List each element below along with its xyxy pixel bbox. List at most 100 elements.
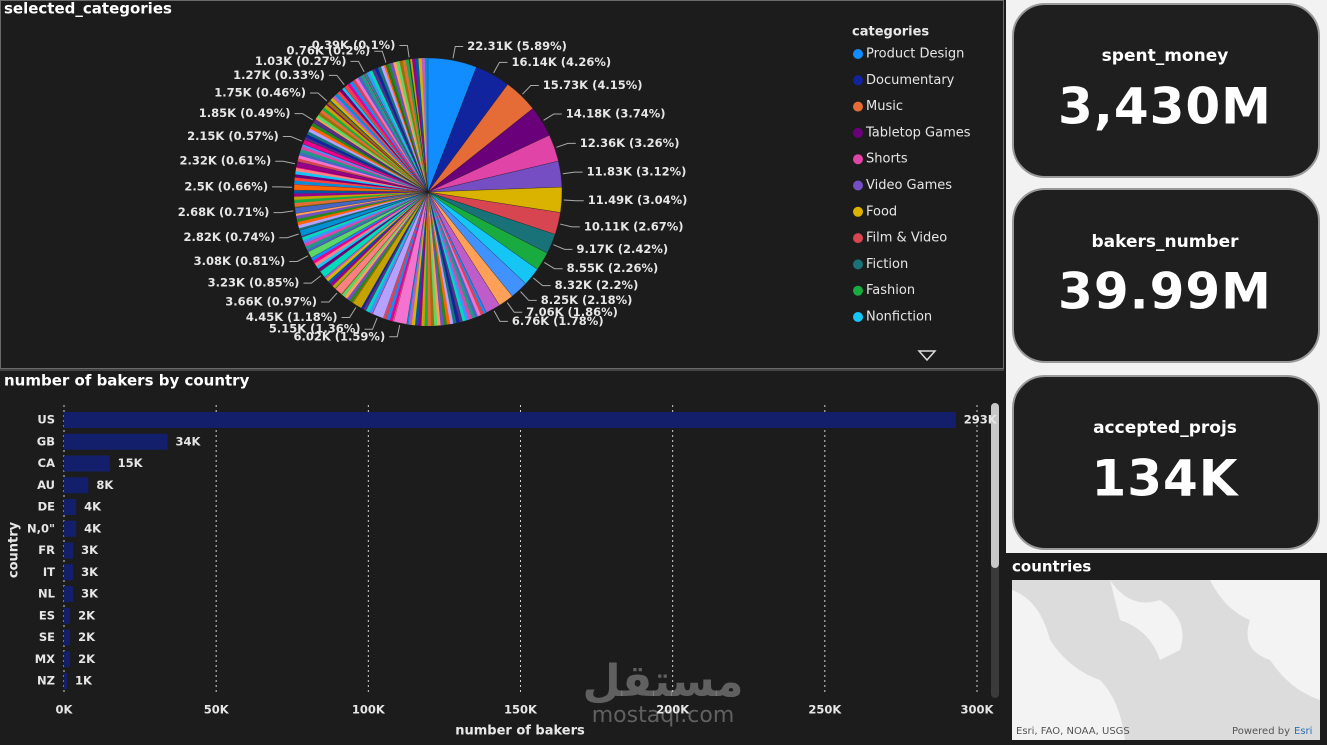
bar[interactable] — [64, 433, 168, 450]
pie-slice[interactable] — [294, 191, 429, 214]
pie-slice[interactable] — [335, 191, 429, 295]
y-tick-label: N,0" — [27, 521, 55, 535]
data-label: 1.75K (0.46%) — [214, 85, 306, 99]
pie-filler — [332, 192, 428, 289]
pie-filler — [371, 68, 428, 192]
data-label: 2.82K (0.74%) — [184, 230, 276, 244]
data-label: 10.11K (2.67%) — [584, 219, 684, 233]
data-label: 8.55K (2.26%) — [567, 261, 659, 275]
pie-slice[interactable] — [372, 191, 429, 319]
bar[interactable] — [64, 607, 71, 624]
map-esri-link[interactable]: Esri — [1294, 726, 1312, 737]
bar[interactable] — [64, 477, 89, 494]
leader-line — [282, 136, 303, 142]
bar[interactable] — [64, 586, 74, 602]
pie-filler — [377, 66, 428, 192]
pie-slice[interactable] — [344, 85, 429, 193]
scrollbar-thumb[interactable] — [991, 403, 999, 568]
bar[interactable] — [64, 673, 68, 689]
legend-label[interactable]: Documentary — [866, 73, 955, 88]
data-label: 16.14K (4.26%) — [511, 55, 611, 69]
pie-slice[interactable] — [320, 191, 429, 278]
legend-label[interactable]: Tabletop Games — [865, 125, 971, 140]
bar[interactable] — [64, 412, 956, 428]
pie-filler — [411, 58, 428, 192]
legend-label[interactable]: Fashion — [866, 283, 915, 298]
pie-slice[interactable] — [326, 100, 429, 193]
x-tick-label: 100K — [352, 703, 386, 717]
legend-scroll-arrow[interactable] — [917, 350, 937, 362]
x-tick-label: 300K — [961, 703, 995, 717]
card-box — [1012, 3, 1320, 178]
pie-filler — [428, 192, 438, 326]
legend-label[interactable]: Food — [866, 204, 897, 219]
pie-filler — [355, 77, 428, 192]
pie-slice[interactable] — [393, 191, 429, 325]
legend-label[interactable]: Film & Video — [866, 231, 947, 246]
leader-line — [520, 291, 537, 301]
pie-filler — [360, 74, 428, 192]
bar[interactable] — [64, 564, 74, 581]
data-label: 4K — [84, 521, 102, 535]
pie-slice[interactable] — [408, 59, 429, 193]
pie-filler — [428, 192, 435, 326]
pie-slice[interactable] — [352, 191, 429, 309]
pie-filler — [428, 192, 472, 320]
pie-filler — [415, 58, 428, 192]
bar[interactable] — [64, 542, 74, 559]
data-label: 5.15K (1.36%) — [269, 322, 361, 336]
card: accepted_projs 134K — [1012, 375, 1320, 550]
pie-slice[interactable] — [296, 161, 429, 193]
bar[interactable] — [64, 651, 71, 668]
legend-marker — [853, 285, 863, 296]
bar[interactable] — [64, 629, 71, 646]
legend-marker — [853, 154, 863, 165]
pie-slice[interactable] — [302, 139, 429, 193]
bar[interactable] — [64, 520, 77, 537]
legend-label[interactable]: Video Games — [866, 178, 952, 193]
data-label: 1.85K (0.49%) — [199, 106, 291, 120]
pie-slice[interactable] — [293, 184, 429, 193]
pie-filler — [428, 192, 481, 317]
pie-filler — [349, 192, 428, 303]
bar[interactable] — [64, 455, 110, 472]
data-label: 12.36K (3.26%) — [580, 136, 680, 150]
legend-label[interactable]: Shorts — [866, 152, 908, 167]
pie-slice[interactable] — [307, 191, 429, 259]
leader-line — [341, 307, 357, 319]
leader-line — [328, 74, 345, 86]
pie-filler — [428, 192, 478, 318]
pie-title: selected_categories — [4, 0, 172, 18]
pie-filler — [362, 192, 428, 311]
x-tick-label: 50K — [204, 703, 230, 717]
pie-slice[interactable] — [427, 191, 500, 313]
pie-slice[interactable] — [299, 191, 429, 237]
x-tick-label: 250K — [808, 703, 842, 717]
pie-filler — [325, 192, 428, 282]
legend-label[interactable]: Music — [866, 99, 903, 114]
data-label: 2K — [78, 652, 96, 666]
pie-filler — [294, 192, 428, 200]
data-label: 6.02K (1.59%) — [294, 329, 386, 343]
watermark-arabic: مستقل — [583, 656, 744, 707]
legend-label[interactable]: Nonfiction — [866, 310, 932, 325]
leader-line — [399, 44, 410, 58]
pie-slice[interactable] — [385, 64, 429, 193]
pie-filler — [305, 133, 428, 192]
legend-label[interactable]: Fiction — [866, 257, 908, 272]
bar[interactable] — [64, 499, 77, 515]
pie-filler — [337, 90, 428, 192]
legend-label[interactable]: Product Design — [866, 47, 964, 62]
pie-filler — [312, 192, 428, 264]
pie-filler — [307, 130, 428, 192]
pie-filler — [339, 88, 428, 192]
pie-slice[interactable] — [363, 72, 429, 193]
pie-filler — [421, 58, 428, 192]
pie-filler — [297, 192, 428, 226]
pie-filler — [428, 192, 444, 326]
pie-filler — [374, 67, 428, 192]
pie-filler — [428, 192, 469, 321]
pie-slice[interactable] — [313, 119, 429, 193]
y-tick-label: SE — [39, 630, 55, 644]
